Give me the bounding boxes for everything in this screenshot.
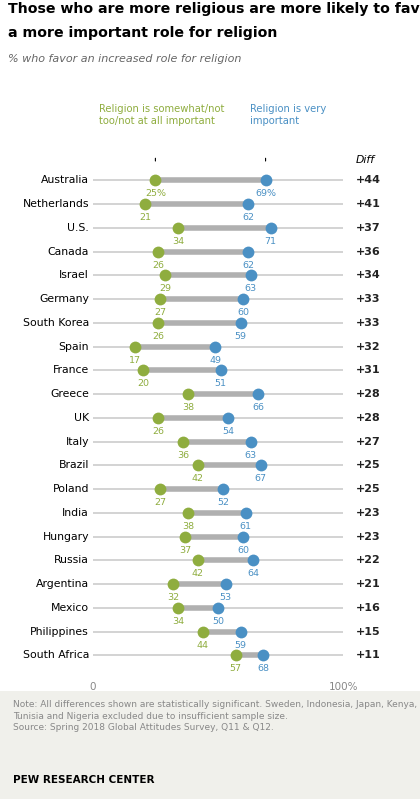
Text: +28: +28: [356, 413, 381, 423]
Text: +32: +32: [356, 342, 381, 352]
Text: 63: 63: [244, 451, 257, 459]
Text: 62: 62: [242, 260, 254, 270]
Text: 20: 20: [137, 380, 149, 388]
Text: Argentina: Argentina: [36, 579, 89, 589]
Text: +28: +28: [356, 389, 381, 400]
Text: Germany: Germany: [39, 294, 89, 304]
Text: 26: 26: [152, 332, 164, 341]
Text: +27: +27: [356, 437, 381, 447]
Text: Religion is very
important: Religion is very important: [250, 104, 326, 126]
Text: Hungary: Hungary: [42, 531, 89, 542]
Text: 27: 27: [155, 499, 166, 507]
Text: 37: 37: [179, 546, 192, 555]
Text: 69%: 69%: [255, 189, 276, 198]
Text: 52: 52: [217, 499, 229, 507]
Text: +21: +21: [356, 579, 381, 589]
Text: South Korea: South Korea: [23, 318, 89, 328]
Text: % who favor an increased role for religion: % who favor an increased role for religi…: [8, 54, 242, 65]
Text: +33: +33: [356, 294, 380, 304]
Text: UK: UK: [74, 413, 89, 423]
Text: 60: 60: [237, 546, 249, 555]
Text: 29: 29: [160, 284, 171, 293]
Text: +23: +23: [356, 531, 381, 542]
Text: 36: 36: [177, 451, 189, 459]
Text: +25: +25: [356, 484, 381, 494]
Text: 42: 42: [192, 570, 204, 578]
Text: Russia: Russia: [54, 555, 89, 566]
Text: 67: 67: [255, 475, 267, 483]
Text: Canada: Canada: [48, 247, 89, 256]
Text: +11: +11: [356, 650, 381, 661]
Text: 26: 26: [152, 260, 164, 270]
Text: India: India: [62, 508, 89, 518]
Text: +33: +33: [356, 318, 380, 328]
Text: Brazil: Brazil: [59, 460, 89, 471]
Text: +22: +22: [356, 555, 381, 566]
Text: 68: 68: [257, 665, 269, 674]
Text: 25%: 25%: [145, 189, 166, 198]
Text: 26: 26: [152, 427, 164, 436]
Text: +37: +37: [356, 223, 381, 233]
Text: Greece: Greece: [50, 389, 89, 400]
Text: Netherlands: Netherlands: [23, 199, 89, 209]
Text: Those who are more religious are more likely to favor: Those who are more religious are more li…: [8, 2, 420, 16]
Text: 32: 32: [167, 593, 179, 602]
Text: 63: 63: [244, 284, 257, 293]
Text: 27: 27: [155, 308, 166, 317]
Text: Poland: Poland: [52, 484, 89, 494]
Text: 54: 54: [222, 427, 234, 436]
Text: 50: 50: [212, 617, 224, 626]
Text: 51: 51: [215, 380, 226, 388]
Text: 44: 44: [197, 641, 209, 650]
Text: Italy: Italy: [66, 437, 89, 447]
Text: 34: 34: [172, 617, 184, 626]
Text: 61: 61: [239, 522, 252, 531]
Text: 21: 21: [139, 213, 151, 222]
Text: +16: +16: [356, 603, 381, 613]
Text: Diff: Diff: [356, 155, 375, 165]
Text: France: France: [53, 365, 89, 376]
Text: +31: +31: [356, 365, 381, 376]
Text: Israel: Israel: [59, 270, 89, 280]
Text: U.S.: U.S.: [67, 223, 89, 233]
Text: Spain: Spain: [58, 342, 89, 352]
Text: Note: All differences shown are statistically significant. Sweden, Indonesia, Ja: Note: All differences shown are statisti…: [13, 700, 417, 733]
Text: +15: +15: [356, 626, 381, 637]
Text: 34: 34: [172, 237, 184, 246]
Text: 49: 49: [210, 356, 221, 364]
Text: Australia: Australia: [41, 176, 89, 185]
Text: 59: 59: [234, 332, 247, 341]
Text: Philippines: Philippines: [30, 626, 89, 637]
Text: 57: 57: [229, 665, 242, 674]
Text: 64: 64: [247, 570, 259, 578]
Text: 53: 53: [219, 593, 231, 602]
Text: +36: +36: [356, 247, 381, 256]
Text: 38: 38: [182, 522, 194, 531]
Text: +23: +23: [356, 508, 381, 518]
Text: 71: 71: [265, 237, 277, 246]
Text: +44: +44: [356, 176, 381, 185]
Text: Religion is somewhat/not
too/not at all important: Religion is somewhat/not too/not at all …: [99, 104, 224, 126]
Text: 59: 59: [234, 641, 247, 650]
Text: 60: 60: [237, 308, 249, 317]
Text: 66: 66: [252, 403, 264, 412]
Text: 17: 17: [129, 356, 142, 364]
Text: Mexico: Mexico: [51, 603, 89, 613]
Text: South Africa: South Africa: [23, 650, 89, 661]
Text: +25: +25: [356, 460, 381, 471]
Text: 42: 42: [192, 475, 204, 483]
Text: PEW RESEARCH CENTER: PEW RESEARCH CENTER: [13, 775, 154, 785]
Text: a more important role for religion: a more important role for religion: [8, 26, 278, 40]
Text: +34: +34: [356, 270, 381, 280]
Text: +41: +41: [356, 199, 381, 209]
Text: 62: 62: [242, 213, 254, 222]
Text: 38: 38: [182, 403, 194, 412]
